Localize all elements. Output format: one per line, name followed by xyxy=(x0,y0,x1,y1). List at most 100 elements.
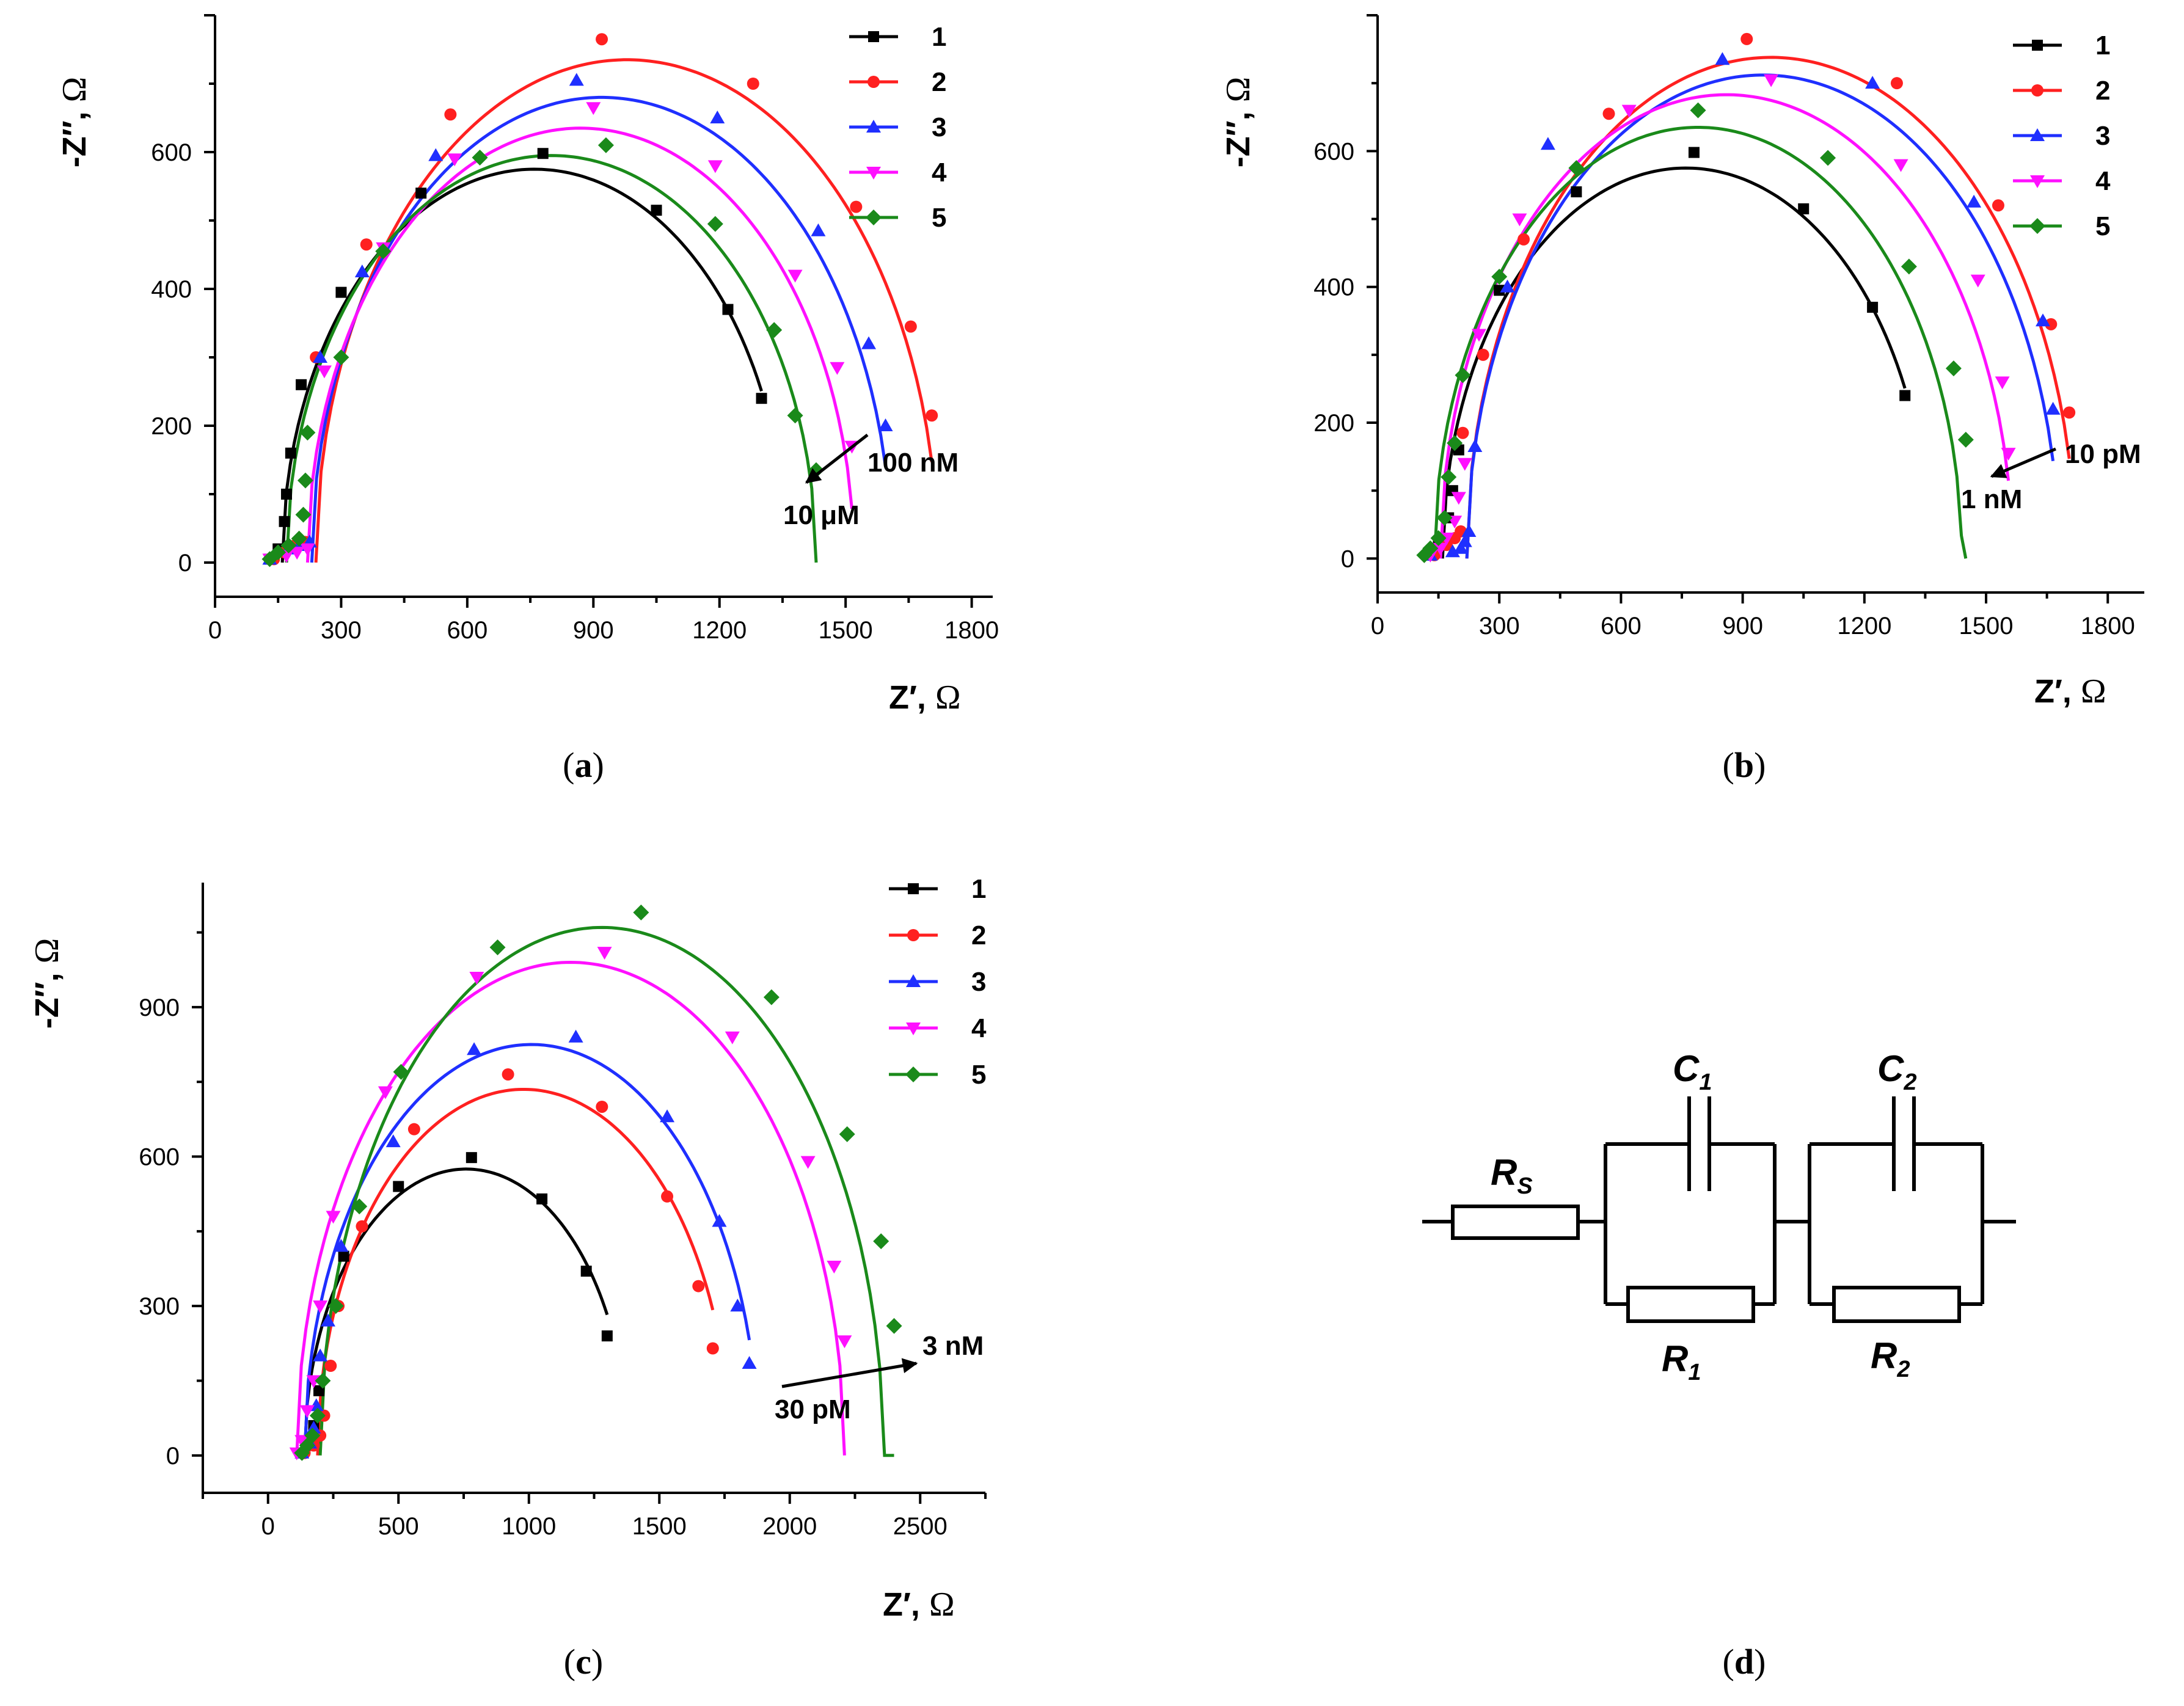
fit-curve-series-5 xyxy=(285,154,818,563)
legend-label-series-2: 2 xyxy=(971,920,986,950)
data-point-series-3 xyxy=(313,350,328,363)
data-point-series-1 xyxy=(415,188,427,199)
data-point-series-4 xyxy=(586,102,601,115)
data-point-series-3 xyxy=(385,1134,401,1148)
data-point-series-2 xyxy=(1602,108,1615,120)
data-point-series-4 xyxy=(469,971,484,985)
panel-c-data-points xyxy=(289,904,902,1461)
legend-marker-series-5 xyxy=(905,1066,921,1082)
legend-label-series-1: 1 xyxy=(2095,31,2110,60)
data-point-series-5 xyxy=(327,1298,344,1314)
data-point-series-5 xyxy=(1436,509,1453,526)
legend-marker-series-4 xyxy=(866,167,881,180)
data-point-series-1 xyxy=(722,304,734,315)
legend-marker-series-2 xyxy=(907,929,919,941)
x-tick-label: 1800 xyxy=(2081,613,2135,640)
data-point-series-5 xyxy=(1441,469,1457,485)
data-point-series-5 xyxy=(1901,258,1917,275)
panel-d-circuit xyxy=(1422,1096,2016,1323)
data-point-series-1 xyxy=(1571,186,1582,198)
legend-marker-series-1 xyxy=(908,883,919,894)
legend-label-series-1: 1 xyxy=(971,874,986,904)
data-point-series-3 xyxy=(730,1299,745,1312)
data-point-series-3 xyxy=(811,223,826,236)
data-point-series-4 xyxy=(313,1300,328,1314)
legend-label-series-3: 3 xyxy=(971,967,986,997)
data-point-series-1 xyxy=(756,393,767,404)
panel-b-arrow-end-label: 1 nM xyxy=(1961,484,2022,514)
data-point-series-5 xyxy=(1568,160,1585,177)
data-point-series-3 xyxy=(428,148,444,161)
x-tick-label: 500 xyxy=(378,1513,419,1540)
data-point-series-4 xyxy=(830,362,845,375)
data-point-series-5 xyxy=(393,1063,409,1080)
label-c2: C2 xyxy=(1877,1048,1916,1095)
panel-d-caption: (d) xyxy=(1723,1642,1766,1682)
data-point-series-2 xyxy=(2045,318,2058,330)
panel-a-axes: 0 300 600 900 1200 1500 1800 0 200 400 600 xyxy=(151,14,999,644)
panel-a-data-points xyxy=(261,33,938,567)
data-point-series-2 xyxy=(692,1280,705,1292)
panel-c-annotation: 30 pM 3 nM xyxy=(775,1331,984,1424)
data-point-series-4 xyxy=(800,1156,816,1169)
data-point-series-4 xyxy=(1621,104,1637,118)
label-c1: C1 xyxy=(1673,1048,1712,1095)
legend-label-series-3: 3 xyxy=(932,112,946,142)
panel-c-legend: 1 2 3 4 5 xyxy=(889,874,987,1090)
data-point-series-4 xyxy=(1893,159,1908,172)
legend-marker-series-2 xyxy=(2031,84,2043,97)
legend-marker-series-4 xyxy=(2030,175,2045,188)
data-point-series-5 xyxy=(291,530,307,547)
data-point-series-3 xyxy=(1500,279,1515,293)
data-point-series-1 xyxy=(279,516,290,527)
panel-b-data-points xyxy=(1416,32,2076,563)
data-point-series-1 xyxy=(651,205,662,216)
data-point-series-4 xyxy=(1995,376,2010,390)
data-point-series-4 xyxy=(597,947,612,960)
data-point-series-1 xyxy=(1494,285,1505,296)
data-point-series-3 xyxy=(354,264,370,277)
legend-label-series-4: 4 xyxy=(2095,166,2111,196)
data-point-series-2 xyxy=(1456,426,1469,439)
data-point-series-2 xyxy=(926,409,938,422)
data-point-series-5 xyxy=(351,1198,368,1215)
data-point-series-5 xyxy=(333,349,349,365)
data-point-series-5 xyxy=(1491,269,1508,285)
panel-b-y-axis-label: -Z″, Ω xyxy=(1219,77,1257,167)
data-point-series-3 xyxy=(2045,401,2061,415)
data-point-series-4 xyxy=(837,1335,852,1349)
data-point-series-5 xyxy=(315,1372,331,1389)
y-tick-label: 0 xyxy=(1341,545,1354,572)
data-point-series-4 xyxy=(294,1435,310,1448)
legend-label-series-5: 5 xyxy=(971,1060,986,1090)
data-point-series-2 xyxy=(356,1220,368,1233)
data-point-series-5 xyxy=(295,506,312,523)
data-point-series-2 xyxy=(407,1123,420,1136)
data-point-series-4 xyxy=(326,1211,341,1224)
data-point-series-3 xyxy=(467,1042,482,1055)
data-point-series-2 xyxy=(661,1190,674,1203)
data-point-series-5 xyxy=(1430,530,1447,547)
data-point-series-2 xyxy=(1890,77,1903,90)
data-point-series-5 xyxy=(886,1318,902,1334)
fit-curve-series-3 xyxy=(303,1043,751,1456)
data-point-series-5 xyxy=(1690,102,1706,118)
data-point-series-1 xyxy=(1899,390,1911,401)
data-point-series-4 xyxy=(290,547,305,560)
data-point-series-3 xyxy=(1445,544,1460,558)
x-tick-label: 300 xyxy=(1479,613,1520,640)
data-point-series-5 xyxy=(633,904,649,920)
y-tick-label: 600 xyxy=(139,1144,180,1171)
label-rs: RS xyxy=(1491,1152,1533,1199)
data-point-series-4 xyxy=(2001,448,2016,461)
data-point-series-5 xyxy=(766,322,783,338)
data-point-series-4 xyxy=(1433,542,1448,556)
data-point-series-1 xyxy=(296,379,307,390)
data-point-series-5 xyxy=(1422,540,1439,556)
data-point-series-1 xyxy=(580,1266,592,1277)
fit-curve-series-5 xyxy=(318,925,894,1457)
data-point-series-2 xyxy=(596,1100,608,1113)
data-point-series-5 xyxy=(787,407,803,424)
label-r2: R2 xyxy=(1871,1335,1910,1382)
data-point-series-1 xyxy=(537,148,549,159)
